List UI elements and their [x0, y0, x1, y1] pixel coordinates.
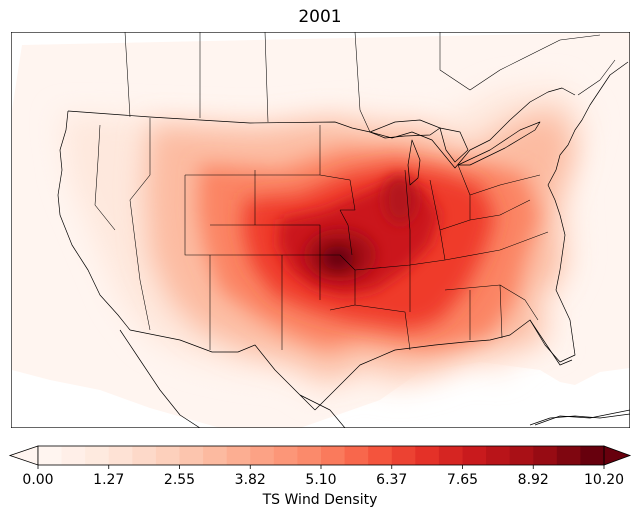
- colorbar-swatch: [391, 446, 416, 465]
- colorbar-swatch: [580, 446, 605, 465]
- colorbar-swatch: [132, 446, 157, 465]
- colorbar-swatch: [533, 446, 558, 465]
- florida-outline: [529, 319, 573, 366]
- state-lines: [94, 118, 549, 351]
- density-peak: [322, 246, 354, 270]
- colorbar-swatch: [85, 446, 110, 465]
- lake-huron: [439, 127, 469, 163]
- canada-border: [67, 87, 576, 169]
- colorbar-tick-label: 5.10: [305, 472, 336, 488]
- colorbar-swatch: [486, 446, 511, 465]
- colorbar-tick-label: 1.27: [93, 472, 124, 488]
- colorbar-tick-label: 0.00: [22, 472, 53, 488]
- atlantic-coastline: [547, 61, 629, 271]
- colorbar-swatch: [38, 446, 63, 465]
- lake-erie-ontario: [457, 121, 541, 166]
- mexico-border: [129, 329, 316, 411]
- colorbar-swatch: [368, 446, 393, 465]
- colorbar-tick-label: 2.55: [164, 472, 195, 488]
- map-title: 2001: [298, 7, 342, 27]
- colorbar-extend-min: [8, 445, 39, 466]
- colorbar-swatch: [179, 446, 204, 465]
- colorbar-swatch: [226, 446, 251, 465]
- map-area: [11, 32, 630, 428]
- cuba-coastline: [529, 413, 630, 426]
- colorbar-tick-label: 10.20: [584, 472, 624, 488]
- colorbar-swatch: [415, 446, 440, 465]
- colorbar-swatch: [462, 446, 487, 465]
- colorbar-swatch: [297, 446, 322, 465]
- colorbar-tick-label: 3.82: [235, 472, 266, 488]
- colorbar: 0.00 1.27 2.55 3.82 5.10 6.37 7.65 8.92 10.20: [8, 445, 632, 488]
- gulf-coastline: [314, 269, 576, 411]
- colorbar-swatch: [155, 446, 180, 465]
- colorbar-swatch: [203, 446, 228, 465]
- pacific-coastline: [57, 110, 131, 331]
- colorbar-swatch: [108, 446, 133, 465]
- colorbar-swatch: [556, 446, 581, 465]
- lake-michigan: [407, 139, 421, 186]
- colorbar-swatch: [273, 446, 298, 465]
- colorbar-swatch: [61, 446, 86, 465]
- colorbar-label: TS Wind Density: [262, 492, 378, 508]
- canada-province-lines: [124, 32, 616, 133]
- boundary-lines: [57, 32, 630, 428]
- colorbar-swatch: [438, 446, 463, 465]
- colorbar-tick-label: 6.37: [376, 472, 407, 488]
- colorbar-swatch: [321, 446, 346, 465]
- colorbar-extend-max: [603, 445, 632, 466]
- colorbar-swatch: [344, 446, 369, 465]
- mexico-coastline: [119, 329, 630, 428]
- colorbar-swatch: [509, 446, 534, 465]
- colorbar-tick-label: 8.92: [518, 472, 549, 488]
- density-level-6b: [384, 176, 416, 224]
- density-field: [12, 32, 630, 428]
- colorbar-tick-label: 7.65: [447, 472, 478, 488]
- lake-superior: [369, 119, 441, 139]
- colorbar-swatch: [250, 446, 275, 465]
